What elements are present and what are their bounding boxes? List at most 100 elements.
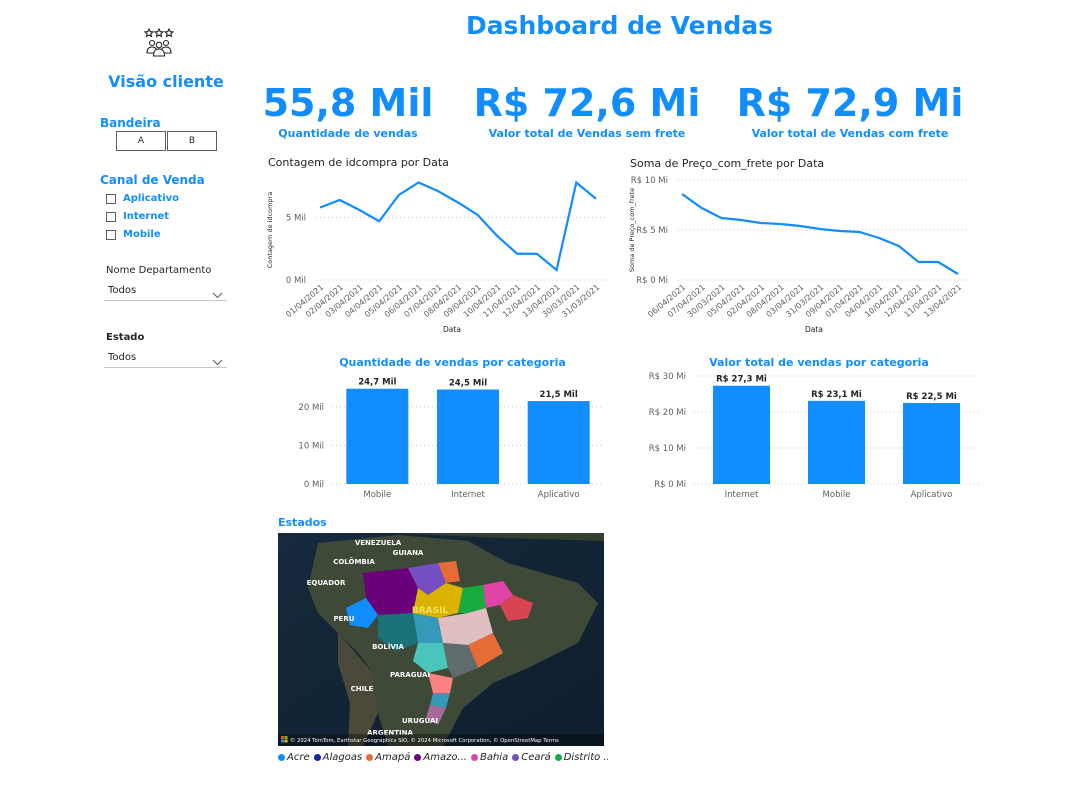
x-tick-label: Mobile xyxy=(823,490,851,500)
y-tick-label: R$ 20 Mi xyxy=(649,408,686,418)
estado-value: Todos xyxy=(108,352,137,363)
data-label: 21,5 Mil xyxy=(540,390,578,400)
legend-dot xyxy=(512,754,520,761)
estado-dropdown[interactable]: Todos xyxy=(104,348,227,368)
data-label: R$ 22,5 Mi xyxy=(906,392,957,402)
canal-option-internet[interactable]: Internet xyxy=(106,211,169,222)
y-tick-label: 5 Mil xyxy=(286,214,306,224)
series-line xyxy=(681,193,959,275)
bar xyxy=(808,400,865,484)
chart-title-valor-categoria: Valor total de vendas por categoria xyxy=(709,356,929,369)
page-title: Dashboard de Vendas xyxy=(465,11,774,40)
map-image[interactable]: VENEZUELA GUIANA COLÔMBIA EQUADOR BRASIL… xyxy=(278,533,604,746)
data-label: 24,5 Mil xyxy=(449,379,487,389)
x-axis-title: Data xyxy=(805,325,823,334)
data-label: R$ 27,3 Mi xyxy=(716,375,767,385)
kpi-label-com-frete: Valor total de Vendas com frete xyxy=(751,127,949,140)
map-title: Estados xyxy=(278,516,327,529)
series-line xyxy=(319,180,597,272)
x-axis-title: Data xyxy=(443,325,461,334)
x-tick-label: Internet xyxy=(725,490,759,500)
map-attribution: © 2024 TomTom, Earthstar Geographics SIO… xyxy=(290,737,559,744)
x-tick-label: Internet xyxy=(451,490,485,500)
canal-option-label: Mobile xyxy=(123,229,161,240)
y-axis-title: Soma de Preço_com_frete xyxy=(628,188,636,272)
y-tick-label: 20 Mil xyxy=(298,403,324,413)
checkbox[interactable] xyxy=(106,229,116,240)
map-label: EQUADOR xyxy=(307,579,346,587)
legend-label: Bahia xyxy=(479,752,509,763)
data-label: R$ 23,1 Mi xyxy=(811,390,862,400)
chart-title-qtd-categoria: Quantidade de vendas por categoria xyxy=(339,356,566,369)
legend-label: Acre xyxy=(287,752,310,763)
x-tick-label: Aplicativo xyxy=(911,490,953,500)
legend-label: Amapá xyxy=(375,752,411,763)
bar xyxy=(527,401,590,484)
legend-dot xyxy=(366,754,374,761)
map-legend: Acre Alagoas Amapá Amazo... Bahia Ceará Distri… xyxy=(278,752,608,763)
departamento-dropdown[interactable]: Todos xyxy=(104,281,227,301)
bandeira-option-a[interactable]: A xyxy=(116,131,166,151)
legend-item[interactable]: Ceará xyxy=(512,752,551,763)
bar xyxy=(713,385,770,484)
map-label: CHILE xyxy=(351,685,374,693)
y-tick-label: R$ 10 Mi xyxy=(631,176,668,186)
legend-label: Distrito ... xyxy=(563,752,608,763)
map-label: ARGENTINA xyxy=(367,729,413,737)
legend-item[interactable]: Distrito ... xyxy=(554,752,608,763)
y-tick-label: R$ 30 Mi xyxy=(649,372,686,382)
checkbox[interactable] xyxy=(106,193,116,204)
canal-option-label: Internet xyxy=(123,211,170,222)
kpi-label-sem-frete: Valor total de Vendas sem frete xyxy=(488,127,686,140)
canal-option-aplicativo[interactable]: Aplicativo xyxy=(106,193,179,204)
chart-title-preco: Soma de Preço_com_frete por Data xyxy=(630,157,825,170)
chevron-down-icon xyxy=(212,287,223,307)
states-map[interactable]: VENEZUELA GUIANA COLÔMBIA EQUADOR BRASIL… xyxy=(278,533,604,746)
kpi-value-quantidade: 55,8 Mil xyxy=(262,81,434,125)
map-label: GUIANA xyxy=(393,549,424,557)
map-label: VENEZUELA xyxy=(355,539,402,547)
departamento-value: Todos xyxy=(108,285,137,296)
y-tick-label: 0 Mil xyxy=(304,480,324,490)
legend-item[interactable]: Acre xyxy=(278,752,310,763)
bar-chart-qtd-categoria[interactable]: 0 Mil 10 Mil 20 Mil 24,7 Mil Mobile 24,5 Mil I… xyxy=(262,372,612,507)
map-label: URUGUAI xyxy=(402,717,438,725)
legend-item[interactable]: Amapá xyxy=(366,752,410,763)
bandeira-option-b[interactable]: B xyxy=(167,131,217,151)
legend-label: Amazo... xyxy=(423,752,467,763)
bar xyxy=(437,389,499,484)
estado-label: Estado xyxy=(106,332,145,343)
bar-chart-valor-categoria[interactable]: R$ 0 Mi R$ 10 Mi R$ 20 Mi R$ 30 Mi R$ 27,3 M… xyxy=(624,372,984,507)
y-tick-label: R$ 10 Mi xyxy=(649,444,686,454)
users-rating-icon xyxy=(140,26,178,60)
bar xyxy=(903,403,960,484)
map-label: PARAGUAI xyxy=(390,671,430,679)
bandeira-slicer-title: Bandeira xyxy=(100,116,161,130)
chart-title-contagem: Contagem de idcompra por Data xyxy=(268,156,449,169)
legend-item[interactable]: Bahia xyxy=(470,752,509,763)
x-tick-label: Aplicativo xyxy=(538,490,580,500)
map-label: COLÔMBIA xyxy=(333,557,375,566)
legend-item[interactable]: Alagoas xyxy=(313,752,362,763)
line-chart-preco[interactable]: R$ 0 MiR$ 5 MiR$ 10 Mi06/04/202107/04/20… xyxy=(624,170,974,340)
canal-option-mobile[interactable]: Mobile xyxy=(106,229,161,240)
y-tick-label: R$ 0 Mi xyxy=(636,276,668,286)
y-axis-title: Contagem de idcompra xyxy=(266,192,274,268)
data-label: 24,7 Mil xyxy=(358,378,396,388)
checkbox[interactable] xyxy=(106,211,116,222)
y-tick-label: 10 Mil xyxy=(298,441,324,451)
map-label: BRASIL xyxy=(412,606,449,616)
microsoft-logo-icon xyxy=(281,736,288,743)
sidebar-title: Visão cliente xyxy=(108,72,224,91)
legend-dot xyxy=(470,754,478,761)
x-tick-label: Mobile xyxy=(363,490,391,500)
kpi-value-sem-frete: R$ 72,6 Mi xyxy=(473,81,701,125)
canal-option-label: Aplicativo xyxy=(123,193,180,204)
map-label: BOLÍVIA xyxy=(372,642,404,651)
legend-item[interactable]: Amazo... xyxy=(414,752,467,763)
legend-dot xyxy=(313,754,321,761)
kpi-label-quantidade: Quantidade de vendas xyxy=(278,127,418,140)
departamento-label: Nome Departamento xyxy=(106,265,212,276)
legend-dot xyxy=(414,754,422,761)
